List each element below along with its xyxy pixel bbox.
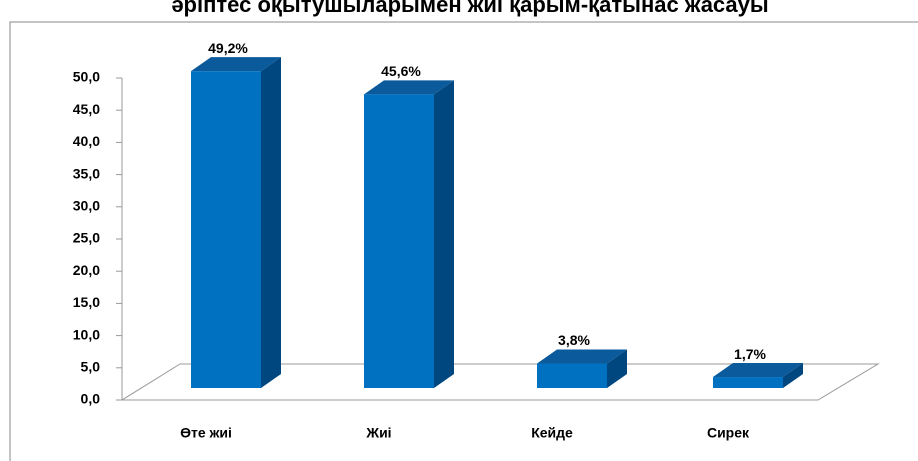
data-label: 3,8%: [558, 332, 590, 348]
data-label: 1,7%: [734, 346, 766, 362]
bar-face: [364, 94, 434, 388]
bar-face: [191, 71, 261, 388]
y-tick-label: 10,0: [73, 326, 100, 342]
bar-face: [537, 363, 607, 388]
y-tick-label: 5,0: [81, 359, 101, 375]
bar-face: [434, 80, 454, 388]
y-tick-label: 15,0: [73, 294, 100, 310]
bar: [537, 349, 627, 388]
bar-face: [713, 377, 783, 388]
bar: [364, 80, 454, 388]
x-tick-label: Кейде: [531, 425, 573, 441]
x-tick-label: Сирек: [707, 425, 750, 441]
bar-face: [191, 57, 281, 72]
bar-face: [364, 80, 454, 95]
bar-face: [607, 349, 627, 388]
bar: [191, 57, 281, 388]
bar-face: [783, 363, 803, 388]
x-tick-label: Өте жиі: [180, 425, 232, 441]
y-tick-label: 45,0: [73, 101, 100, 117]
y-tick-label: 35,0: [73, 165, 100, 181]
bar: [713, 363, 803, 388]
chart-frame: [9, 21, 918, 461]
x-tick-label: Жиі: [365, 425, 391, 441]
bar-face: [713, 363, 803, 378]
y-tick-label: 50,0: [73, 69, 100, 85]
bar-face: [537, 349, 627, 364]
y-tick-label: 30,0: [73, 198, 100, 214]
y-tick-label: 20,0: [73, 262, 100, 278]
data-label: 45,6%: [381, 63, 421, 79]
bar-face: [261, 57, 281, 388]
y-tick-label: 25,0: [73, 230, 100, 246]
data-label: 49,2%: [208, 40, 248, 56]
floor: [120, 363, 880, 401]
chart-title: әріптес оқытушыларымен жиі қарым-қатынас…: [171, 0, 768, 17]
y-tick-label: 40,0: [73, 133, 100, 149]
y-tick-label: 0,0: [81, 391, 101, 407]
